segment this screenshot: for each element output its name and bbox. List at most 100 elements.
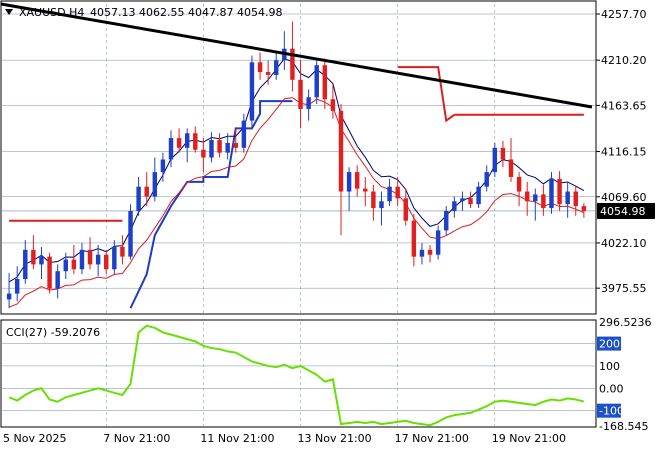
cci-level-tag [597,336,621,351]
cci-axis-ticks: 296.5236 200 100 0.00 -100 -168.545 [597,316,652,433]
bear-candle [573,191,578,207]
bear-candle [193,133,198,150]
time-tick-label: 7 Nov 21:00 [103,432,170,445]
price-tick-label: 4163.65 [601,99,647,112]
bear-candle [403,198,408,221]
bear-candle [176,138,182,148]
bull-candle [274,60,279,75]
bull-candle [128,210,133,257]
bull-candle [435,230,441,255]
current-price-label: 4054.98 [600,205,646,218]
bull-candle [79,249,85,270]
bear-candle [338,110,344,192]
cci-indicator-label: CCI(27) -59.2076 [6,326,100,339]
bear-candle [104,254,109,270]
time-tick-label: 17 Nov 21:00 [395,432,469,445]
bull-candle [549,178,554,209]
bear-candle [516,176,522,192]
bull-candle [23,249,28,279]
cci-line [8,324,585,427]
bull-candle [387,186,392,202]
bear-candle [144,186,149,197]
bear-candle [371,191,376,209]
bull-candle [55,271,60,289]
price-tick-label: 4069.60 [601,191,647,204]
bull-candle [476,186,481,205]
time-axis-ticks: 5 Nov 2025 7 Nov 21:00 11 Nov 21:00 13 Nov … [3,432,566,445]
bull-candle [379,201,384,209]
bull-candle [314,65,319,98]
bull-candle [6,293,12,300]
bull-candle [346,172,352,192]
bull-candle [168,138,174,160]
symbol-label: XAUUSD,H4 [19,6,84,19]
trendline[interactable] [0,2,593,109]
bear-candle [233,142,238,148]
bull-candle [452,201,457,211]
bull-candle [249,62,255,121]
bear-candle [120,246,125,257]
bull-candle [160,159,166,173]
bear-candle [298,79,303,109]
bear-candle [322,65,328,100]
bear-candle [508,159,514,177]
bear-candle [330,99,336,111]
price-tick-label: 4210.20 [601,54,647,67]
bull-candle [225,142,230,153]
bull-candle [306,97,311,109]
cci-level-tag [597,403,621,418]
symbol-dropdown-icon[interactable] [5,9,13,15]
time-tick-label: 13 Nov 21:00 [298,432,372,445]
bull-candle [484,172,489,187]
bear-candle [411,220,417,257]
bull-candle [95,254,101,265]
current-price-tag [597,202,655,219]
cci-tick-label: 0.00 [599,382,624,395]
bull-candle [209,140,214,158]
bear-candle [354,172,360,189]
cci-tick-label: 100 [599,360,620,373]
bear-candle [217,140,222,153]
price-panel-frame [0,0,597,315]
price-tick-label: 4257.70 [601,8,647,21]
bull-candle [460,198,465,202]
bear-candle [265,72,271,75]
bear-candle [541,194,546,209]
price-tick-label: 3975.55 [601,282,647,295]
cci-tick-label: 296.5236 [599,316,652,329]
cci-tick-label: -168.545 [599,420,648,433]
bear-candle [557,178,562,205]
price-tick-label: 4022.10 [601,237,647,250]
time-tick-label: 5 Nov 2025 [3,432,66,445]
cci-tick-label: 200 [599,338,620,351]
ohlc-readout: 4057.13 4062.55 4047.87 4054.98 [90,6,282,19]
cci-line-path [8,324,585,427]
bull-candle [565,191,570,205]
ma-slow-line [8,97,585,308]
bull-candle [152,172,158,197]
bull-candle [419,249,425,257]
bear-candle [524,191,530,202]
cci-panel-frame [0,319,597,428]
bull-candle [39,256,44,265]
price-axis-ticks: 4257.70 4210.20 4163.65 4116.15 4069.60 4022.… [596,8,647,295]
bear-candle [257,62,263,73]
bear-candle [468,198,473,205]
red-step-line [430,66,455,123]
price-tick-label: 4116.15 [601,146,647,159]
bear-candle [290,48,295,80]
bull-candle [184,133,190,148]
time-tick-label: 19 Nov 21:00 [492,432,566,445]
bear-candle [395,186,400,199]
downtrend-line[interactable] [0,2,593,109]
bull-candle [63,259,68,272]
bull-candle [533,194,538,202]
bear-candle [87,249,93,265]
bear-candle [201,149,206,158]
bull-candle [112,246,117,270]
time-tick-label: 11 Nov 21:00 [200,432,274,445]
bull-candle [444,210,449,231]
bear-candle [31,249,36,265]
